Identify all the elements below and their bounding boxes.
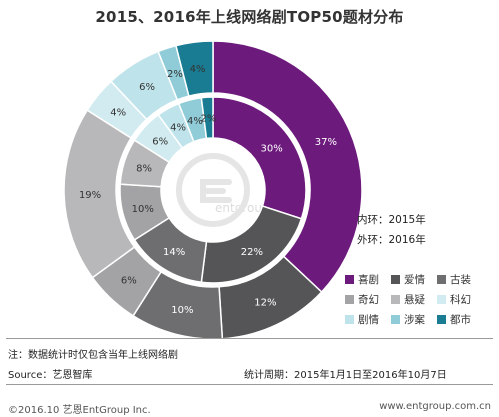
divider-top (6, 338, 493, 339)
inner-ring-label-3: 10% (132, 204, 154, 215)
legend-swatch (437, 295, 446, 304)
legend-label: 喜剧 (358, 274, 379, 286)
legend-swatch (437, 315, 446, 324)
legend-item-4: 悬疑 (391, 292, 425, 307)
legend-label: 古装 (450, 274, 471, 286)
legend-item-0: 喜剧 (345, 272, 379, 287)
outer-ring-slice-0 (212, 40, 363, 294)
inner-ring-label-8: 2% (201, 114, 217, 125)
legend-label: 爱情 (404, 274, 425, 286)
legend-item-7: 涉案 (391, 312, 425, 327)
legend-swatch (391, 315, 400, 324)
legend-label: 奇幻 (358, 294, 379, 306)
legend-swatch (345, 295, 354, 304)
legend-label: 科幻 (450, 294, 471, 306)
legend-item-8: 都市 (437, 312, 471, 327)
legend-swatch (345, 315, 354, 324)
legend-label: 悬疑 (404, 294, 425, 306)
source-text: Source：艺恩智库 (8, 370, 93, 381)
footnote: 注：数据统计时仅包含当年上线网络剧 (8, 350, 178, 361)
copyright-text: ©2016.10 艺恩EntGroup Inc. (8, 405, 151, 416)
legend-item-6: 剧情 (345, 312, 379, 327)
inner-ring-label-7: 4% (187, 116, 203, 127)
chart-title: 2015、2016年上线网络剧TOP50题材分布 (95, 8, 404, 26)
inner-ring-label-4: 8% (136, 164, 152, 175)
outer-ring-label-8: 4% (190, 64, 206, 75)
website-text: www.entgroup.com.cn (379, 401, 491, 412)
entgroup-logo (176, 153, 250, 227)
outer-ring-note: 外环：2016年 (357, 234, 426, 246)
outer-ring-label-6: 6% (139, 82, 155, 93)
inner-ring-slice-8 (200, 96, 214, 140)
outer-ring-slice-8 (175, 40, 214, 97)
outer-ring-label-2: 10% (171, 305, 193, 316)
footer: ©2016.10 艺恩EntGroup Inc. www.entgroup.co… (0, 401, 499, 417)
legend-swatch (345, 275, 354, 284)
outer-ring-label-3: 6% (121, 276, 137, 287)
legend-label: 都市 (450, 314, 471, 326)
outer-ring-label-5: 4% (110, 108, 126, 119)
legend-swatch (391, 275, 400, 284)
outer-ring-label-0: 37% (315, 137, 337, 148)
legend-label: 涉案 (404, 314, 425, 326)
legend-item-5: 科幻 (437, 292, 471, 307)
divider-bottom (6, 384, 493, 385)
inner-ring-label-5: 6% (152, 136, 168, 147)
inner-ring-label-6: 4% (170, 122, 186, 133)
legend-swatch (437, 275, 446, 284)
inner-ring-note: 内环：2015年 (357, 214, 426, 226)
period-text: 统计周期：2015年1月1日至2016年10月7日 (244, 370, 447, 381)
legend-label: 剧情 (358, 314, 379, 326)
inner-ring-label-2: 14% (163, 247, 185, 258)
legend-swatch (391, 295, 400, 304)
legend-item-1: 爱情 (391, 272, 425, 287)
outer-ring-label-4: 19% (79, 190, 101, 201)
legend-item-2: 古装 (437, 272, 471, 287)
outer-ring-label-1: 12% (254, 297, 276, 308)
inner-ring-label-1: 22% (241, 247, 263, 258)
outer-ring-label-7: 2% (167, 69, 183, 80)
legend-item-3: 奇幻 (345, 292, 379, 307)
inner-ring-slice-0 (212, 96, 307, 220)
inner-ring-label-0: 30% (261, 143, 283, 154)
